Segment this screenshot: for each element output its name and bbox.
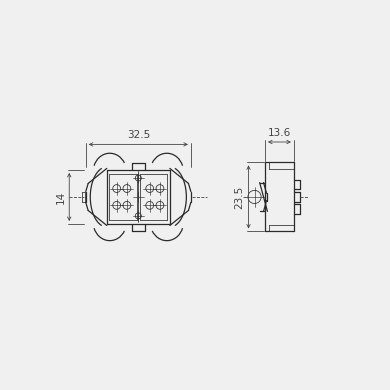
Text: 23.5: 23.5 [235, 185, 245, 209]
Text: 14: 14 [55, 190, 66, 204]
Text: 13.6: 13.6 [268, 128, 291, 138]
Text: 32.5: 32.5 [127, 131, 150, 140]
